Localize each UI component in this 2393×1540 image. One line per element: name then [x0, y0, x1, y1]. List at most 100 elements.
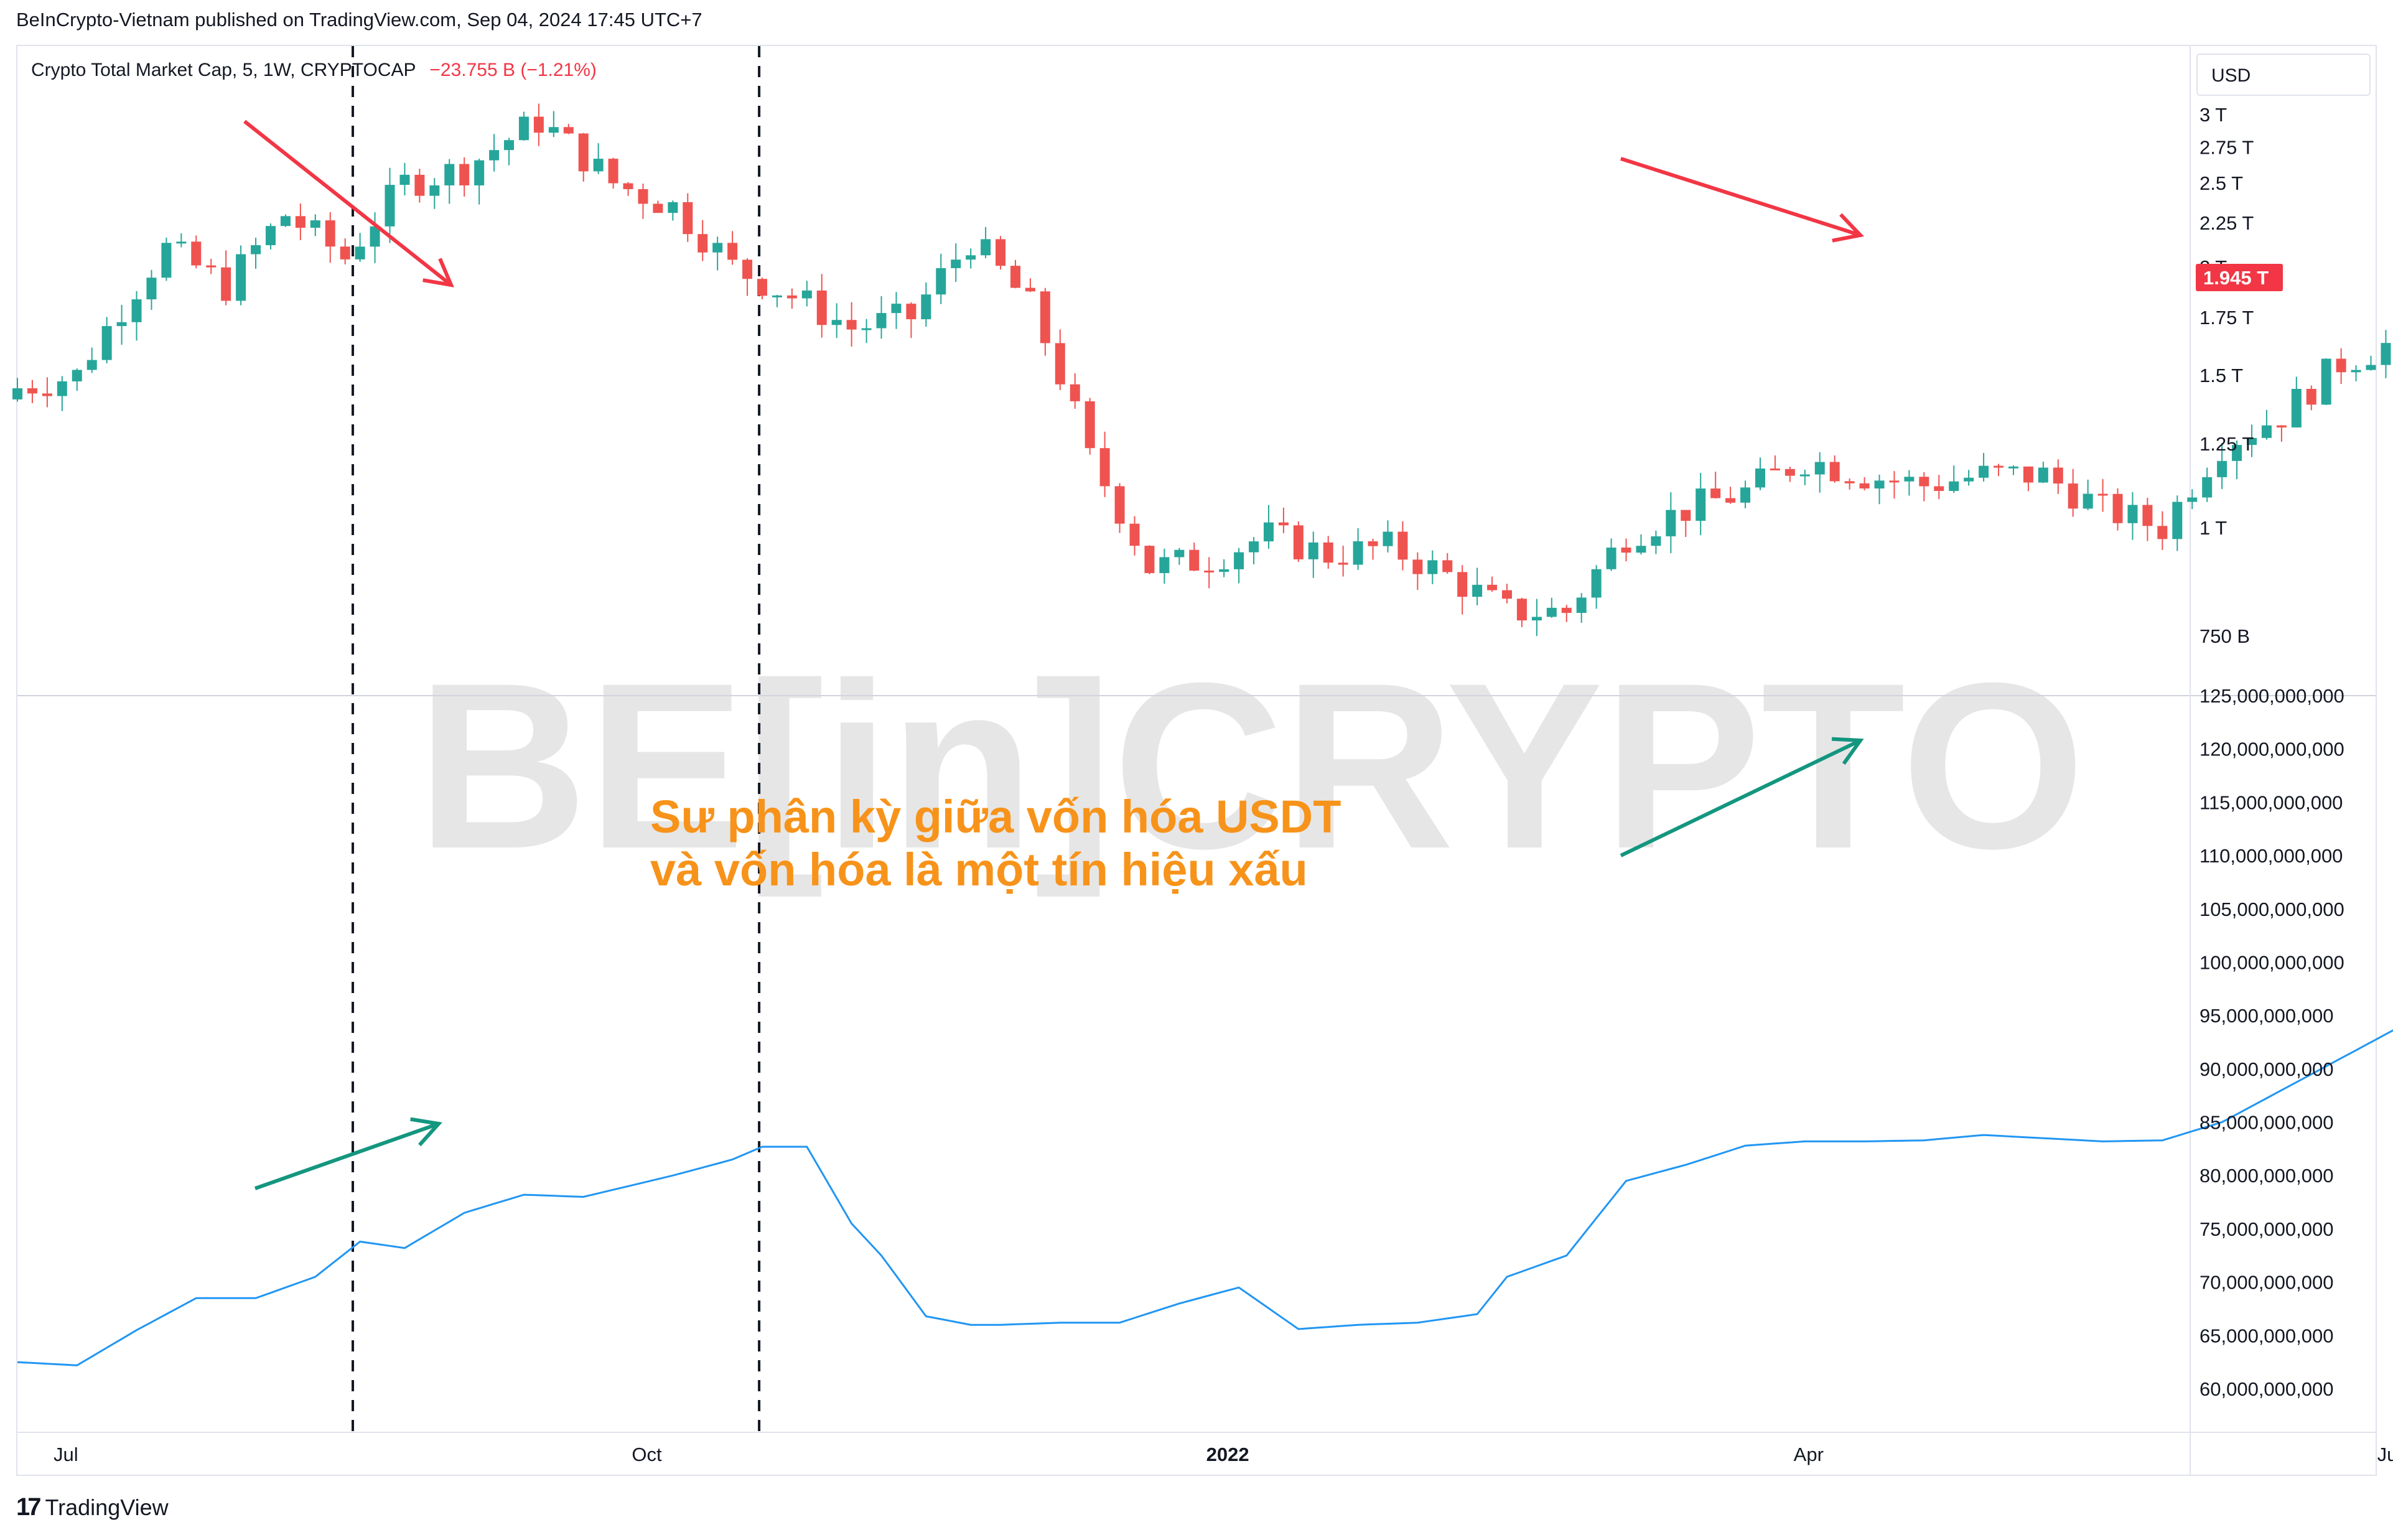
candle-body [1353, 541, 1363, 565]
tradingview-wordmark: TradingView [45, 1494, 169, 1520]
candle-body [608, 159, 618, 184]
usdt-tick-label: 100,000,000,000 [2199, 951, 2344, 973]
price-axis-bottom[interactable]: 125,000,000,000 120,000,000,000 115,000,00… [2199, 685, 2344, 1400]
candle-body [310, 220, 320, 228]
candle-body [801, 290, 812, 299]
candle-body [1427, 560, 1438, 574]
candle-body [1874, 480, 1885, 489]
candle-body [2321, 358, 2331, 405]
candle-body [2232, 445, 2242, 461]
candle-body [265, 226, 276, 246]
symbol-title: Crypto Total Market Cap, 5, 1W, CRYPTOCA… [31, 60, 416, 80]
candle-body [742, 259, 753, 279]
arrow-head [1831, 737, 1864, 765]
price-tick-label: 1.75 T [2199, 307, 2254, 329]
candle-body [1189, 549, 1200, 571]
candle-body [1531, 617, 1542, 621]
candle-body [1144, 546, 1155, 574]
candle-body [1174, 549, 1185, 558]
candle-body [2366, 365, 2376, 370]
candle-body [1457, 572, 1468, 597]
candle-body [1249, 541, 1259, 553]
candle-body [1546, 607, 1557, 617]
time-tick-label: Oct [632, 1444, 662, 1465]
candle-body [772, 295, 782, 297]
candle-body [1204, 571, 1215, 573]
candle-body [1025, 287, 1035, 292]
time-axis[interactable]: JulOct2022AprJulOct2023AprJulOct2024AprJ… [54, 1444, 2393, 1465]
usdt-tick-label: 70,000,000,000 [2199, 1272, 2334, 1294]
candle-body [251, 245, 261, 254]
candle-body [1219, 569, 1229, 572]
candle-body [712, 243, 723, 253]
divergence-markers [352, 46, 761, 1432]
candle-body [2217, 460, 2227, 477]
usdt-market-cap-line [17, 1029, 2393, 1366]
candle-body [295, 216, 306, 228]
candle-body [57, 381, 67, 396]
candle-body [2112, 493, 2123, 523]
candle-body [2261, 425, 2272, 438]
arrow-shaft [243, 119, 452, 287]
candle-body [504, 140, 515, 151]
candle-body [2381, 343, 2391, 365]
candle-body [951, 259, 961, 268]
usdt-tick-label: 75,000,000,000 [2199, 1218, 2334, 1240]
arrow-head [1832, 213, 1864, 243]
tradingview-brand[interactable]: 17 TradingView [16, 1493, 169, 1521]
candle-body [2306, 388, 2316, 405]
candle-body [2276, 425, 2287, 427]
time-tick-label: 2022 [1206, 1444, 1249, 1465]
candle-body [1889, 480, 1900, 483]
candle-body [936, 268, 946, 295]
candle-body [2083, 493, 2093, 509]
arrow-head [422, 258, 454, 287]
candle-body [1770, 468, 1780, 470]
candle-body [42, 393, 52, 396]
price-axis-top[interactable]: 3 T2.75 T2.5 T2.25 T2 T1.75 T1.5 T1.25 T… [2199, 104, 2254, 647]
candle-body [474, 160, 485, 185]
candle-body [399, 174, 410, 185]
candle-body [1099, 448, 1110, 487]
candle-body [340, 246, 350, 259]
candle-body [280, 216, 291, 226]
divergence-arrows [243, 119, 1864, 1190]
candle-body [1636, 546, 1646, 553]
symbol-legend[interactable]: Crypto Total Market Cap, 5, 1W, CRYPTOCA… [31, 60, 597, 81]
candle-body [548, 127, 559, 133]
candle-body [206, 265, 217, 268]
candle-body [1487, 584, 1498, 590]
candle-body [101, 326, 112, 360]
last-price-tag: 1.945 T [2196, 263, 2283, 291]
pane-separators [17, 46, 2376, 1476]
usdt-tick-label: 65,000,000,000 [2199, 1325, 2334, 1346]
candle-body [876, 313, 887, 329]
candle-body [1964, 477, 1974, 482]
candle-body [1040, 291, 1050, 343]
candle-body [1844, 481, 1855, 483]
price-tick-label: 1.5 T [2199, 365, 2243, 386]
candle-body [2142, 505, 2153, 526]
candle-body [2351, 370, 2361, 373]
candle-body [2247, 437, 2257, 446]
arrow-shaft [254, 1122, 439, 1190]
price-tick-label: 1 T [2199, 517, 2227, 539]
usdt-tick-label: 60,000,000,000 [2199, 1378, 2334, 1400]
candle-body [72, 370, 82, 381]
candle-body [578, 133, 589, 172]
usdt-tick-label: 115,000,000,000 [2199, 791, 2343, 813]
candle-body [1934, 486, 1944, 492]
candle-body [1859, 483, 1870, 489]
candle-body [518, 116, 529, 141]
candle-body [533, 116, 544, 133]
currency-button[interactable]: USD [2196, 54, 2371, 96]
candle-body [1561, 607, 1572, 614]
candle-body [1085, 401, 1095, 449]
candle-body [1338, 562, 1348, 565]
candle-body [1368, 541, 1378, 546]
candle-body [1725, 498, 1736, 503]
candle-body [1606, 548, 1616, 569]
candle-body [131, 299, 142, 322]
candle-body [459, 164, 470, 185]
